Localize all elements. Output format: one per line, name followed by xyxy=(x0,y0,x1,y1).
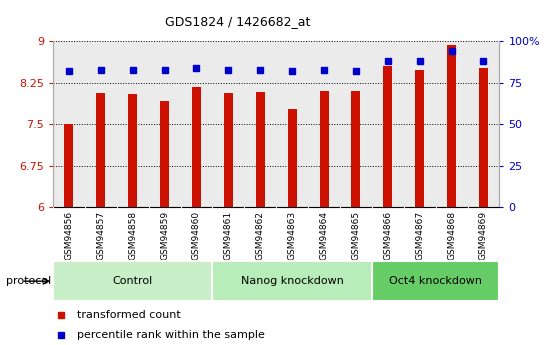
Text: GSM94864: GSM94864 xyxy=(320,211,329,260)
Bar xyxy=(224,93,233,207)
Text: GSM94868: GSM94868 xyxy=(447,211,456,260)
Bar xyxy=(53,261,213,302)
Bar xyxy=(340,41,372,207)
Bar xyxy=(372,261,499,302)
Bar xyxy=(415,70,424,207)
Bar xyxy=(276,41,308,207)
Bar xyxy=(213,261,372,302)
Text: GSM94863: GSM94863 xyxy=(288,211,297,260)
Text: GSM94862: GSM94862 xyxy=(256,211,264,260)
Text: GSM94867: GSM94867 xyxy=(415,211,424,260)
Text: GSM94865: GSM94865 xyxy=(352,211,360,260)
Bar xyxy=(404,41,436,207)
Bar xyxy=(436,41,468,207)
Text: GSM94858: GSM94858 xyxy=(128,211,137,260)
Text: percentile rank within the sample: percentile rank within the sample xyxy=(77,330,265,340)
Text: transformed count: transformed count xyxy=(77,310,181,320)
Text: GSM94856: GSM94856 xyxy=(65,211,74,260)
Bar xyxy=(117,41,148,207)
Text: Oct4 knockdown: Oct4 knockdown xyxy=(389,276,482,286)
Bar xyxy=(244,41,276,207)
Bar xyxy=(53,41,85,207)
Text: GSM94869: GSM94869 xyxy=(479,211,488,260)
Text: GSM94866: GSM94866 xyxy=(383,211,392,260)
Bar xyxy=(181,41,213,207)
Text: GSM94860: GSM94860 xyxy=(192,211,201,260)
Bar xyxy=(128,94,137,207)
Text: GSM94859: GSM94859 xyxy=(160,211,169,260)
Bar xyxy=(213,41,244,207)
Bar xyxy=(148,41,181,207)
Bar xyxy=(447,45,456,207)
Bar xyxy=(352,91,360,207)
Text: Nanog knockdown: Nanog knockdown xyxy=(240,276,344,286)
Text: GSM94857: GSM94857 xyxy=(97,211,105,260)
Bar xyxy=(160,101,169,207)
Bar xyxy=(65,124,74,207)
Bar xyxy=(383,66,392,207)
Text: GDS1824 / 1426682_at: GDS1824 / 1426682_at xyxy=(165,14,310,28)
Bar xyxy=(320,91,329,207)
Bar xyxy=(288,109,297,207)
Bar xyxy=(308,41,340,207)
Bar xyxy=(192,87,201,207)
Bar xyxy=(256,92,264,207)
Bar xyxy=(85,41,117,207)
Bar xyxy=(372,41,404,207)
Text: Control: Control xyxy=(113,276,153,286)
Bar xyxy=(479,68,488,207)
Text: protocol: protocol xyxy=(6,276,51,286)
Bar xyxy=(468,41,499,207)
Text: GSM94861: GSM94861 xyxy=(224,211,233,260)
Bar xyxy=(97,93,105,207)
